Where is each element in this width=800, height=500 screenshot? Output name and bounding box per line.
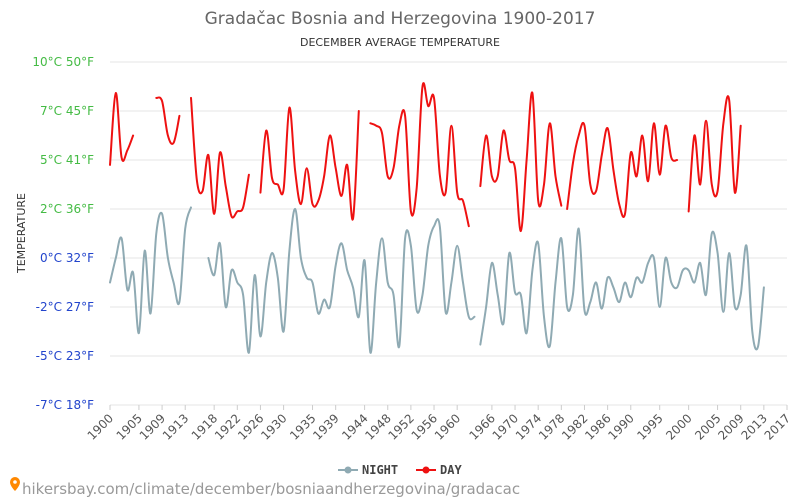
x-axis-ticks: 1900190519091913191819221926193019351939… bbox=[85, 411, 793, 442]
x-tick-label: 2009 bbox=[715, 411, 746, 442]
day-series-line-0 bbox=[109, 91, 135, 166]
x-tick-label: 2000 bbox=[663, 411, 694, 442]
x-tick-label: 1944 bbox=[339, 411, 370, 442]
x-tick-label: 2013 bbox=[738, 411, 769, 442]
chart-subtitle: DECEMBER AVERAGE TEMPERATURE bbox=[300, 36, 500, 49]
y-tick-label: 0°C 32°F bbox=[40, 251, 94, 265]
x-tick-label: 1970 bbox=[490, 411, 521, 442]
day-series-line-2 bbox=[190, 96, 250, 219]
y-axis-label: TEMPERATURE bbox=[15, 193, 28, 274]
day-series-line-4 bbox=[369, 82, 470, 228]
x-tick-label: 1922 bbox=[212, 411, 243, 442]
x-tick-label: 1926 bbox=[235, 411, 266, 442]
x-tick-label: 1930 bbox=[258, 411, 289, 442]
legend-day-label: DAY bbox=[440, 463, 462, 477]
chart-title: Gradačac Bosnia and Herzegovina 1900-201… bbox=[205, 9, 596, 29]
x-tick-label: 1900 bbox=[85, 411, 116, 442]
series-lines bbox=[109, 82, 765, 354]
legend[interactable]: NIGHT DAY bbox=[338, 463, 462, 477]
source-link[interactable]: hikersbay.com/climate/december/bosniaand… bbox=[10, 477, 520, 498]
x-tick-label: 1913 bbox=[160, 411, 191, 442]
x-tick-label: 1905 bbox=[114, 411, 145, 442]
day-series-line-3 bbox=[259, 106, 360, 221]
x-tick-label: 1939 bbox=[310, 411, 341, 442]
x-tick-label: 1986 bbox=[582, 411, 613, 442]
y-tick-label: 5°C 41°F bbox=[40, 153, 94, 167]
x-tick-label: 1995 bbox=[634, 411, 665, 442]
day-series-line-5 bbox=[479, 91, 563, 233]
x-tick-label: 1935 bbox=[287, 411, 318, 442]
x-tick-label: 1948 bbox=[362, 411, 393, 442]
night-series-line-2 bbox=[479, 227, 765, 351]
night-series-line-0 bbox=[109, 206, 192, 335]
location-pin-dot bbox=[13, 480, 17, 484]
y-tick-label: -5°C 23°F bbox=[36, 349, 94, 363]
y-tick-label: -2°C 27°F bbox=[36, 300, 94, 314]
x-tick-label: 1909 bbox=[137, 411, 168, 442]
location-pin-icon bbox=[10, 477, 20, 491]
x-tick-label: 1960 bbox=[432, 411, 463, 442]
night-series-line-1 bbox=[207, 207, 476, 354]
y-tick-label: 10°C 50°F bbox=[32, 55, 94, 69]
grid-lines bbox=[109, 61, 788, 410]
legend-day-marker bbox=[422, 466, 430, 474]
x-tick-label: 1982 bbox=[559, 411, 590, 442]
x-tick-label: 1974 bbox=[513, 411, 544, 442]
day-series-line-7 bbox=[687, 95, 742, 213]
y-tick-label: 2°C 36°F bbox=[40, 202, 94, 216]
legend-night-label: NIGHT bbox=[362, 463, 398, 477]
x-tick-label: 2017 bbox=[762, 411, 793, 442]
source-url: hikersbay.com/climate/december/bosniaand… bbox=[22, 480, 520, 498]
x-tick-label: 2005 bbox=[692, 411, 723, 442]
x-tick-label: 1918 bbox=[189, 411, 220, 442]
legend-night-marker bbox=[344, 466, 352, 474]
y-axis-ticks: 10°C 50°F 7°C 45°F 5°C 41°F 2°C 36°F 0°C 32°… bbox=[32, 55, 94, 412]
day-series-line-6 bbox=[566, 121, 679, 219]
x-tick-label: 1952 bbox=[386, 411, 417, 442]
y-tick-label: 7°C 45°F bbox=[40, 104, 94, 118]
x-tick-label: 1966 bbox=[467, 411, 498, 442]
day-series-line-1 bbox=[155, 96, 181, 146]
y-tick-label: -7°C 18°F bbox=[36, 398, 94, 412]
x-tick-label: 1978 bbox=[536, 411, 567, 442]
x-tick-label: 1956 bbox=[409, 411, 440, 442]
x-tick-label: 1990 bbox=[605, 411, 636, 442]
